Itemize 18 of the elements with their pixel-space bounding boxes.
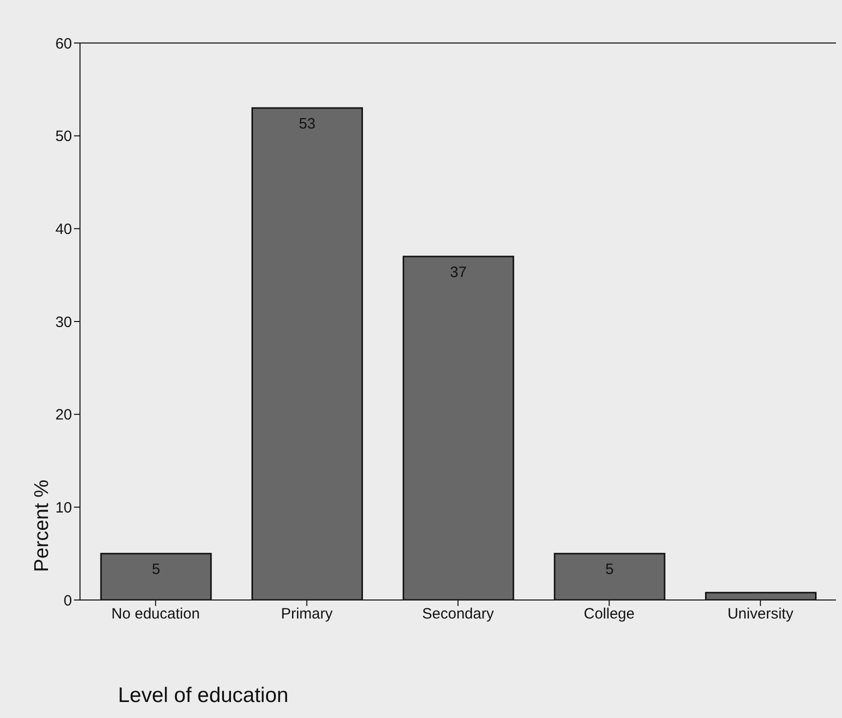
y-tick-label: 20 bbox=[55, 406, 72, 424]
x-tick-label: Primary bbox=[280, 606, 334, 623]
x-tick-label: Secondary bbox=[422, 606, 494, 623]
x-tick-label: University bbox=[727, 606, 794, 623]
y-tick-label: 60 bbox=[55, 35, 72, 52]
y-tick-label: 10 bbox=[55, 499, 72, 516]
y-axis-title: Percent % bbox=[31, 480, 53, 572]
data-label: 5 bbox=[152, 561, 160, 578]
y-tick-label: 40 bbox=[55, 220, 72, 238]
data-label: 53 bbox=[298, 116, 316, 133]
y-tick-label: 30 bbox=[55, 314, 72, 331]
y-tick-label: 50 bbox=[55, 128, 72, 146]
x-axis-title: Level of education bbox=[118, 684, 288, 708]
data-label: 37 bbox=[450, 264, 467, 282]
data-label: 5 bbox=[605, 561, 614, 578]
x-tick-label: No education bbox=[111, 606, 200, 623]
x-tick-label: College bbox=[584, 606, 635, 623]
y-tick-label: 0 bbox=[64, 592, 72, 610]
